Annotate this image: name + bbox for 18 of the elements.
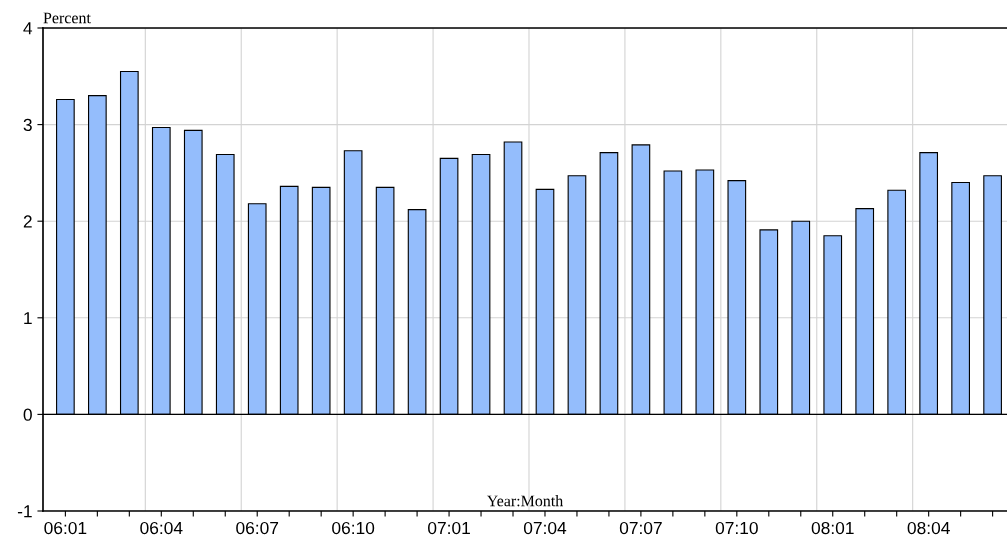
x-tick-label: 06:07 — [236, 521, 279, 535]
y-tick-label: 1 — [24, 312, 32, 325]
x-tick-label: 08:01 — [811, 521, 854, 535]
x-tick-label: 06:04 — [140, 521, 183, 535]
x-tick-label: 07:01 — [428, 521, 470, 535]
x-tick-label: 06:10 — [332, 521, 375, 535]
x-tick-label: 07:10 — [715, 521, 758, 535]
x-tick-label: 08:04 — [907, 521, 950, 535]
y-tick-label: 2 — [23, 215, 32, 228]
y-tick-label: -1 — [17, 505, 32, 518]
y-tick-label: 4 — [23, 22, 33, 35]
y-axis-title: Percent — [43, 12, 91, 24]
x-axis-title: Year:Month — [486, 495, 564, 507]
x-tick-label: 06:01 — [44, 521, 87, 535]
y-tick-label: 3 — [23, 118, 32, 132]
x-tick-label: 07:04 — [523, 521, 567, 535]
x-tick-label: 07:07 — [619, 521, 662, 535]
y-tick-label: 0 — [23, 408, 32, 421]
